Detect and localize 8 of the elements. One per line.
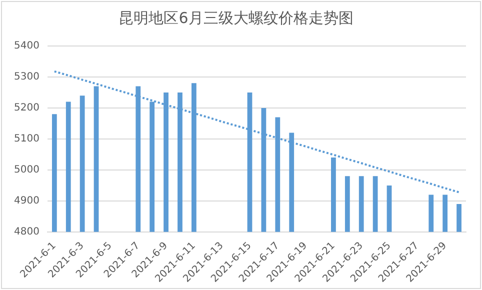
y-tick-label: 4900	[14, 196, 40, 207]
y-tick-label: 5000	[14, 164, 40, 176]
chart-title: 昆明地区6月三级大螺纹价格走势图	[118, 8, 354, 27]
y-tick-label: 5200	[14, 102, 40, 114]
y-tick-label: 5100	[14, 134, 40, 145]
y-tick-label: 5300	[14, 72, 40, 83]
y-tick-label: 5400	[14, 40, 40, 52]
y-tick-label: 4800	[14, 226, 40, 238]
